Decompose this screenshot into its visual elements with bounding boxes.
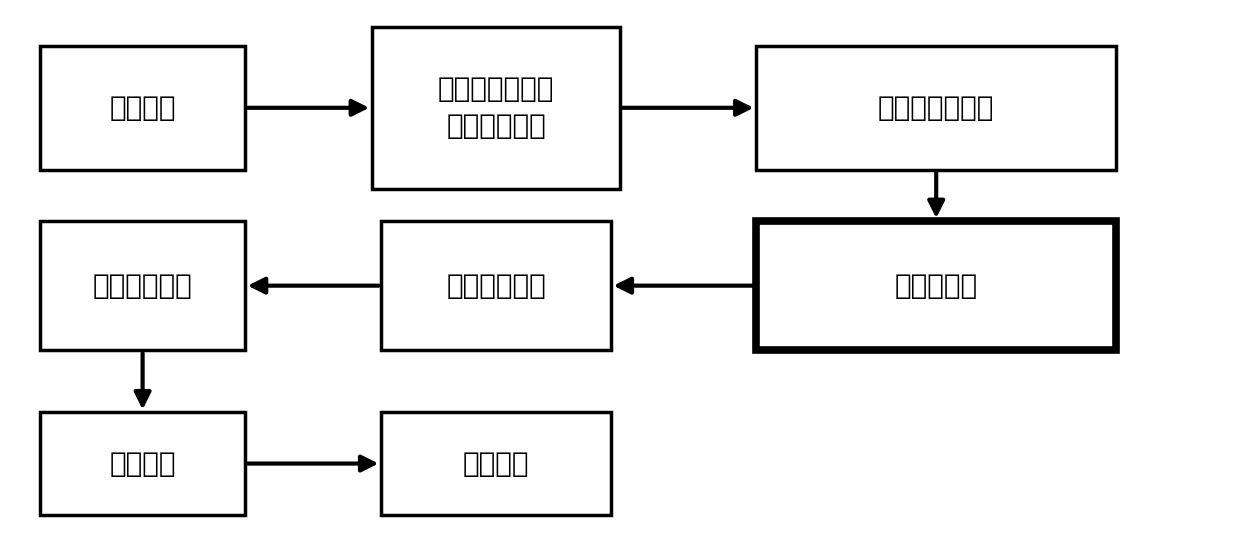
FancyBboxPatch shape <box>372 27 620 189</box>
Text: 镀银铜丝编织: 镀银铜丝编织 <box>93 272 192 300</box>
FancyBboxPatch shape <box>382 221 611 350</box>
Text: 低密度聚四氟乙
烯绕包带绕包: 低密度聚四氟乙 烯绕包带绕包 <box>438 75 554 140</box>
Text: 镀银铜带绕包: 镀银铜带绕包 <box>446 272 546 300</box>
Text: 高低温冷热处理: 高低温冷热处理 <box>878 94 994 122</box>
Text: 等离子喷雾: 等离子喷雾 <box>894 272 978 300</box>
Text: 检验入库: 检验入库 <box>463 450 529 478</box>
Text: 中心导体: 中心导体 <box>109 94 176 122</box>
FancyBboxPatch shape <box>382 412 611 515</box>
Text: 挤出护套: 挤出护套 <box>109 450 176 478</box>
FancyBboxPatch shape <box>40 412 246 515</box>
FancyBboxPatch shape <box>756 221 1116 350</box>
FancyBboxPatch shape <box>40 46 246 170</box>
FancyBboxPatch shape <box>756 46 1116 170</box>
FancyBboxPatch shape <box>40 221 246 350</box>
